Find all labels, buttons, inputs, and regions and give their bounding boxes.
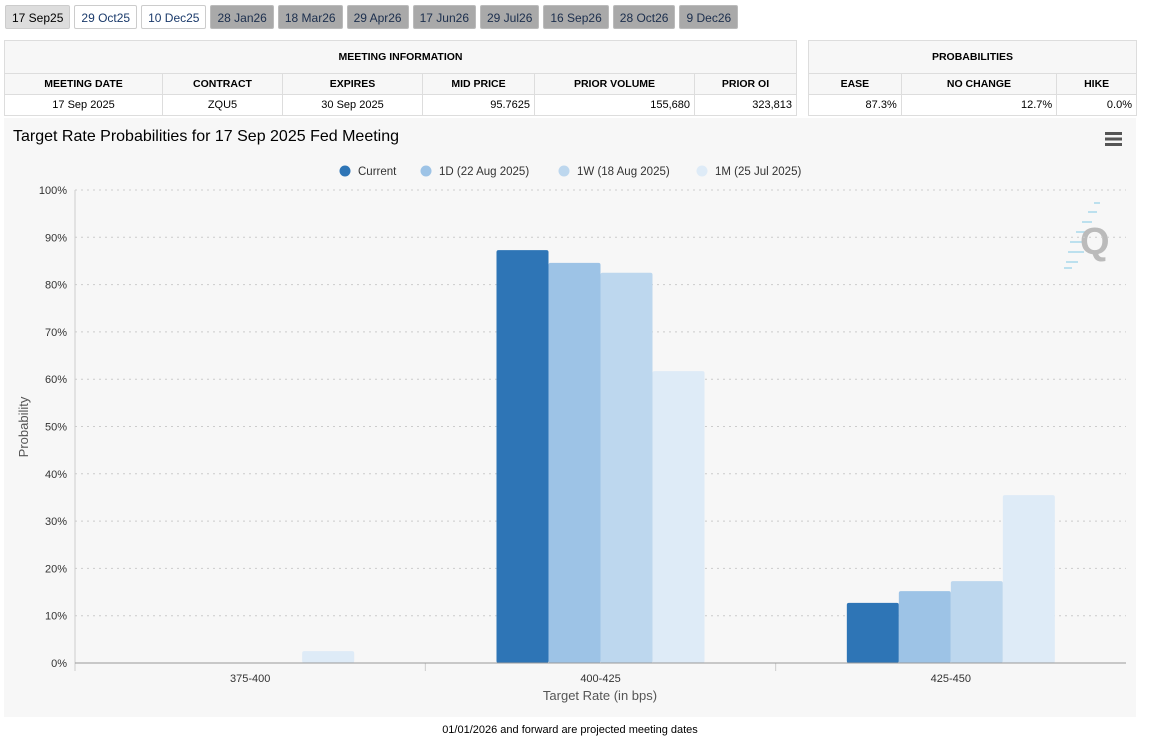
column-header: CONTRACT [162, 73, 283, 95]
meeting-tab[interactable]: 29 Apr26 [346, 5, 409, 29]
y-tick-label: 80% [45, 280, 67, 292]
legend-label: 1D (22 Aug 2025) [439, 166, 529, 178]
table-title: MEETING INFORMATION [4, 40, 797, 74]
y-tick-label: 70% [45, 327, 67, 339]
x-tick-label: 425-450 [931, 673, 971, 685]
no-change-cell: 12.7% [900, 94, 1058, 116]
bar[interactable] [846, 602, 899, 663]
bar[interactable] [302, 651, 355, 663]
expires-cell: 30 Sep 2025 [282, 94, 423, 116]
mid-price-cell: 95.7625 [422, 94, 535, 116]
y-axis-title: Probability [16, 396, 31, 457]
table-title: PROBABILITIES [808, 40, 1137, 74]
y-tick-label: 90% [45, 232, 67, 244]
chart-legend: Current 1D (22 Aug 2025) 1W (18 Aug 2025) 1… [339, 165, 802, 179]
q-logo-watermark: Q [1064, 202, 1110, 269]
column-header: NO CHANGE [900, 73, 1058, 95]
prior-oi-cell: 323,813 [694, 94, 797, 116]
column-header: MID PRICE [422, 73, 535, 95]
meeting-tab[interactable]: 29 Jul26 [480, 5, 540, 29]
bar[interactable] [652, 371, 705, 663]
bar[interactable] [600, 272, 653, 663]
legend-marker-icon [420, 165, 432, 177]
y-tick-label: 10% [45, 611, 67, 623]
meeting-tab[interactable]: 10 Dec25 [141, 5, 207, 29]
chart-title: Target Rate Probabilities for 17 Sep 202… [13, 128, 399, 145]
legend-marker-icon [558, 165, 570, 177]
x-axis-title: Target Rate (in bps) [543, 688, 657, 703]
bar[interactable] [898, 591, 951, 663]
x-tick-label: 400-425 [580, 673, 620, 685]
meeting-tab[interactable]: 16 Sep26 [543, 5, 609, 29]
legend-label: 1W (18 Aug 2025) [577, 166, 670, 178]
prior-volume-cell: 155,680 [534, 94, 695, 116]
table-row: 17 Sep 2025 ZQU5 30 Sep 2025 95.7625 155… [4, 94, 797, 116]
y-tick-label: 50% [45, 422, 67, 434]
legend-item[interactable]: 1M (25 Jul 2025) [696, 165, 802, 179]
x-tick-label: 375-400 [230, 673, 270, 685]
y-tick-label: 60% [45, 374, 67, 386]
meeting-tab[interactable]: 28 Jan26 [210, 5, 274, 29]
meeting-tab[interactable]: 28 Oct26 [612, 5, 676, 29]
hamburger-menu-icon[interactable] [1105, 132, 1122, 146]
hike-cell: 0.0% [1056, 94, 1137, 116]
bar[interactable] [950, 581, 1003, 663]
bar[interactable] [1002, 495, 1055, 663]
column-header: EXPIRES [282, 73, 423, 95]
meeting-date-cell: 17 Sep 2025 [4, 94, 163, 116]
meeting-tab[interactable]: 17 Sep25 [5, 5, 71, 29]
svg-text:Q: Q [1080, 221, 1110, 263]
legend-item[interactable]: Current [339, 165, 398, 179]
meeting-tab[interactable]: 17 Jun26 [412, 5, 476, 29]
y-tick-label: 0% [51, 658, 67, 670]
y-tick-label: 30% [45, 516, 67, 528]
legend-marker-icon [339, 165, 351, 177]
meeting-tab[interactable]: 9 Dec26 [679, 5, 739, 29]
bar[interactable] [496, 250, 549, 664]
column-header: HIKE [1056, 73, 1137, 95]
projection-note: 01/01/2026 and forward are projected mee… [442, 724, 698, 736]
meeting-tab[interactable]: 18 Mar26 [277, 5, 343, 29]
probabilities-table: PROBABILITIES EASE NO CHANGE HIKE 87.3% … [808, 40, 1137, 116]
legend-label: Current [358, 166, 397, 178]
y-tick-label: 20% [45, 563, 67, 575]
y-tick-label: 100% [39, 185, 67, 197]
column-header: PRIOR VOLUME [534, 73, 695, 95]
meeting-information-table: MEETING INFORMATION MEETING DATE CONTRAC… [4, 40, 797, 116]
meeting-tab[interactable]: 29 Oct25 [74, 5, 138, 29]
legend-item[interactable]: 1D (22 Aug 2025) [420, 165, 530, 179]
table-row: 87.3% 12.7% 0.0% [808, 94, 1137, 116]
meeting-tabs: 17 Sep25 29 Oct25 10 Dec25 28 Jan26 18 M… [5, 5, 739, 29]
column-header: MEETING DATE [4, 73, 163, 95]
legend-item[interactable]: 1W (18 Aug 2025) [558, 165, 670, 179]
legend-label: 1M (25 Jul 2025) [715, 166, 801, 178]
bar[interactable] [548, 262, 601, 663]
legend-marker-icon [696, 165, 708, 177]
y-tick-label: 40% [45, 469, 67, 481]
